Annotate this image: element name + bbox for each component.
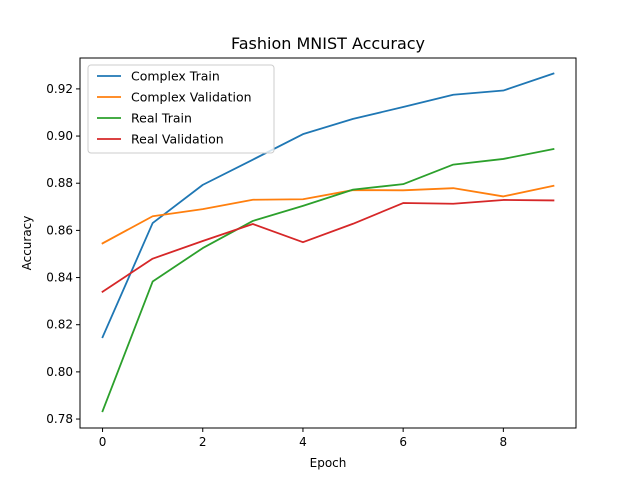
x-tick-label: 6 [399,435,407,449]
series-layer [101,72,555,413]
x-tick-label: 0 [99,435,107,449]
ticks-layer: 0 2 4 6 8 0.78 0.80 0.82 0.84 0.86 0.88 0.90 0.92 [46,82,507,449]
y-axis-label: Accuracy [20,216,34,271]
y-tick-label: 0.90 [46,129,73,143]
legend-box [87,64,275,154]
y-tick-label: 0.84 [46,271,73,285]
y-tick-label: 0.80 [46,365,73,379]
legend-label-real-validation: Real Validation [131,132,224,147]
legend-label-real-train: Real Train [131,111,192,126]
series-line-complex-validation [101,184,555,245]
legend-label-complex-train: Complex Train [131,69,220,84]
y-tick-label: 0.82 [46,318,73,332]
y-tick-label: 0.88 [46,176,73,190]
chart-title: Fashion MNIST Accuracy [231,34,425,53]
x-tick-label: 8 [500,435,508,449]
series-line-real-train [101,147,555,413]
legend-label-complex-validation: Complex Validation [131,90,252,105]
legend: Complex Train Complex Validation Real Trai… [87,64,275,154]
series-line-real-validation [101,199,555,293]
x-axis-label: Epoch [310,456,347,470]
y-tick-label: 0.92 [46,82,73,96]
series-line-complex-train [101,72,555,339]
y-tick-label: 0.86 [46,223,73,237]
x-tick-label: 4 [299,435,307,449]
plot-frame [79,57,577,429]
x-tick-label: 2 [199,435,207,449]
y-tick-label: 0.78 [46,412,73,426]
